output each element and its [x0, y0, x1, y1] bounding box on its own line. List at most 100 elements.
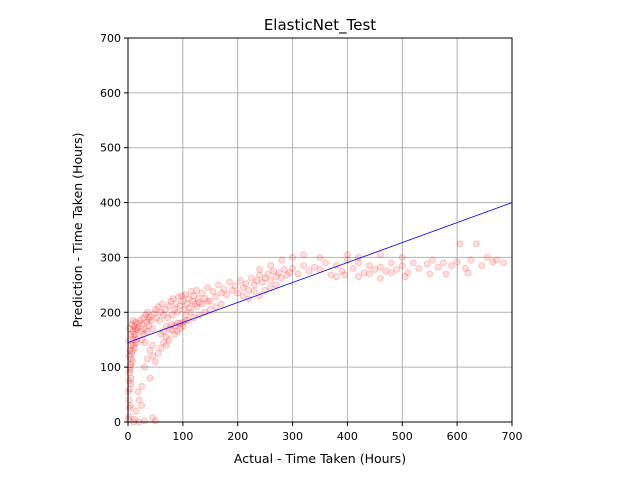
data-point [365, 262, 373, 270]
data-point [382, 267, 390, 275]
data-point [156, 317, 164, 325]
data-point [354, 259, 362, 267]
y-tick-label: 100 [100, 361, 121, 374]
data-point [206, 297, 214, 305]
x-axis-title: Actual - Time Taken (Hours) [234, 451, 406, 466]
data-point [149, 352, 157, 360]
data-point [174, 293, 182, 301]
data-point [125, 388, 133, 396]
data-point [151, 306, 159, 314]
data-point [209, 287, 217, 295]
data-point [439, 259, 447, 267]
data-point [434, 263, 442, 271]
data-point [138, 320, 146, 328]
data-point [225, 278, 233, 286]
data-point [161, 306, 169, 314]
data-point [278, 256, 286, 264]
data-point [376, 251, 384, 259]
data-point [140, 363, 148, 371]
data-point [190, 292, 198, 300]
x-axis-ticks: 0 100 200 300 400 500 600 700 [125, 422, 523, 443]
data-point [300, 251, 308, 259]
x-tick-label: 500 [392, 430, 413, 443]
data-point [198, 300, 206, 308]
data-point [169, 295, 177, 303]
data-point [201, 295, 209, 303]
data-point [453, 258, 461, 266]
data-point [289, 253, 297, 261]
data-point [387, 269, 395, 277]
data-point [143, 327, 151, 335]
data-point [426, 270, 434, 278]
data-point [130, 322, 138, 330]
data-point [258, 278, 266, 286]
data-point [253, 276, 261, 284]
data-points [125, 240, 508, 426]
data-point [163, 314, 171, 322]
data-point [140, 417, 148, 425]
data-point [183, 300, 191, 308]
data-point [151, 417, 159, 425]
data-point [343, 251, 351, 259]
data-point [146, 374, 154, 382]
data-point [289, 264, 297, 272]
data-point [198, 289, 206, 297]
data-point [264, 270, 272, 278]
data-point [283, 271, 291, 279]
data-point [305, 267, 313, 275]
data-point [212, 293, 220, 301]
data-point [341, 271, 349, 279]
data-point [143, 355, 151, 363]
data-point [193, 303, 201, 311]
data-point [398, 262, 406, 270]
data-point [126, 402, 134, 410]
data-point [239, 292, 247, 300]
data-point [145, 315, 153, 323]
data-point [129, 327, 137, 335]
data-point [165, 302, 173, 310]
data-point [267, 276, 275, 284]
data-point [311, 263, 319, 271]
data-point [376, 274, 384, 282]
data-point [393, 265, 401, 273]
data-point [179, 297, 187, 305]
data-point [144, 308, 152, 316]
data-point [125, 377, 133, 385]
data-point [162, 333, 170, 341]
y-tick-label: 500 [100, 142, 121, 155]
data-point [321, 259, 329, 267]
data-point [464, 269, 472, 277]
data-point [456, 240, 464, 248]
data-point [171, 330, 179, 338]
y-tick-label: 200 [100, 306, 121, 319]
data-point [133, 326, 141, 334]
data-point [215, 281, 223, 289]
data-point [154, 349, 162, 357]
data-point [160, 338, 168, 346]
data-point [128, 358, 136, 366]
data-point [168, 311, 176, 319]
data-point [128, 347, 136, 355]
data-point [176, 302, 184, 310]
data-point [150, 309, 158, 317]
data-point [134, 324, 142, 332]
data-point [247, 274, 255, 282]
data-point [239, 284, 247, 292]
data-point [500, 259, 508, 267]
data-point [272, 281, 280, 289]
data-point [483, 253, 491, 261]
data-point [145, 322, 153, 330]
data-point [354, 273, 362, 281]
data-point [132, 407, 140, 415]
data-point [171, 306, 179, 314]
data-point [157, 344, 165, 352]
data-point [157, 308, 165, 316]
data-point [137, 327, 145, 335]
data-point [149, 414, 157, 422]
data-point [269, 267, 277, 275]
data-point [278, 274, 286, 282]
data-point [153, 314, 161, 322]
data-point [135, 396, 143, 404]
data-point [461, 264, 469, 272]
